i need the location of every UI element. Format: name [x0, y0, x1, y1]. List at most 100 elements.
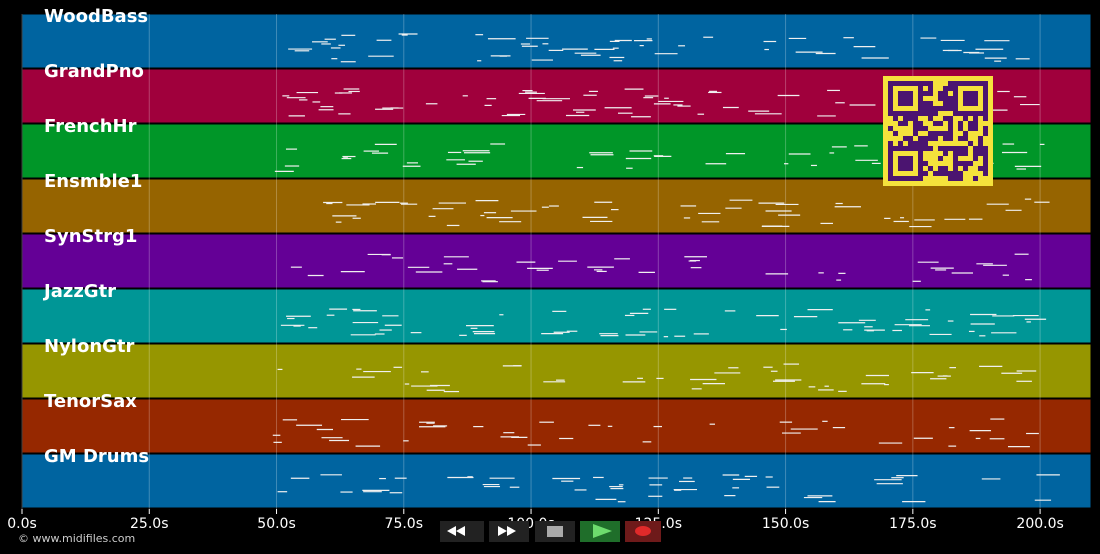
qr-cell — [953, 146, 958, 151]
qr-cell — [908, 111, 913, 116]
qr-cell — [903, 136, 908, 141]
qr-cell — [898, 96, 903, 101]
qr-cell — [908, 101, 913, 106]
qr-cell — [918, 136, 923, 141]
qr-cell — [903, 121, 908, 126]
qr-cell — [938, 156, 943, 161]
qr-cell — [983, 116, 988, 121]
rewind-button[interactable] — [440, 521, 484, 542]
qr-cell — [918, 111, 923, 116]
qr-cell — [913, 141, 918, 146]
qr-cell — [903, 91, 908, 96]
qr-cell — [963, 151, 968, 156]
qr-cell — [983, 111, 988, 116]
qr-cell — [983, 101, 988, 106]
qr-cell — [908, 176, 913, 181]
qr-cell — [893, 131, 898, 136]
qr-cell — [953, 151, 958, 156]
qr-cell — [888, 96, 893, 101]
qr-cell — [903, 116, 908, 121]
qr-cell — [903, 81, 908, 86]
qr-cell — [923, 126, 928, 131]
play-button[interactable] — [580, 521, 620, 542]
stop-button[interactable] — [535, 521, 575, 542]
qr-cell — [968, 161, 973, 166]
qr-cell — [938, 106, 943, 111]
qr-cell — [978, 146, 983, 151]
qr-cell — [948, 116, 953, 121]
forward-button[interactable] — [489, 521, 529, 542]
qr-cell — [963, 161, 968, 166]
qr-cell — [918, 101, 923, 106]
qr-cell — [928, 86, 933, 91]
qr-cell — [948, 86, 953, 91]
qr-cell — [973, 101, 978, 106]
record-button[interactable] — [625, 521, 661, 542]
track-name: TenorSax — [44, 391, 137, 412]
qr-cell — [948, 171, 953, 176]
qr-cell — [908, 146, 913, 151]
qr-cell — [923, 161, 928, 166]
qr-cell — [918, 156, 923, 161]
qr-cell — [958, 81, 963, 86]
qr-cell — [903, 101, 908, 106]
qr-cell — [938, 146, 943, 151]
qr-cell — [973, 111, 978, 116]
qr-cell — [943, 86, 948, 91]
qr-cell — [958, 176, 963, 181]
qr-cell — [923, 111, 928, 116]
track-name: JazzGtr — [42, 281, 116, 302]
qr-cell — [943, 151, 948, 156]
qr-cell — [888, 141, 893, 146]
qr-cell — [898, 166, 903, 171]
qr-cell — [943, 91, 948, 96]
qr-cell — [893, 81, 898, 86]
qr-cell — [953, 166, 958, 171]
qr-cell — [908, 116, 913, 121]
track-lane — [21, 398, 1092, 454]
qr-cell — [928, 116, 933, 121]
qr-cell — [973, 96, 978, 101]
qr-cell — [973, 126, 978, 131]
qr-cell — [928, 146, 933, 151]
qr-cell — [928, 136, 933, 141]
qr-cell — [968, 121, 973, 126]
qr-cell — [898, 141, 903, 146]
qr-cell — [888, 171, 893, 176]
qr-cell — [933, 131, 938, 136]
qr-cell — [983, 131, 988, 136]
qr-cell — [888, 86, 893, 91]
qr-cell — [908, 166, 913, 171]
qr-cell — [958, 111, 963, 116]
qr-cell — [923, 146, 928, 151]
track-name: SynStrg1 — [44, 226, 137, 247]
qr-cell — [903, 146, 908, 151]
qr-cell — [943, 131, 948, 136]
transport-controls — [440, 521, 661, 542]
qr-cell — [913, 111, 918, 116]
qr-cell — [888, 146, 893, 151]
qr-cell — [953, 111, 958, 116]
qr-cell — [963, 91, 968, 96]
track-names: WoodBass GrandPno FrenchHr Ensmble1 SynStrg1… — [42, 6, 149, 467]
qr-cell — [953, 81, 958, 86]
qr-cell — [953, 106, 958, 111]
qr-cell — [898, 156, 903, 161]
qr-cell — [953, 176, 958, 181]
qr-cell — [978, 136, 983, 141]
qr-cell — [893, 116, 898, 121]
qr-cell — [908, 91, 913, 96]
qr-cell — [958, 146, 963, 151]
qr-cell — [968, 126, 973, 131]
qr-cell — [983, 161, 988, 166]
qr-cell — [923, 81, 928, 86]
qr-cell — [893, 111, 898, 116]
track-name: NylonGtr — [44, 336, 135, 357]
qr-cell — [888, 156, 893, 161]
qr-cell — [888, 106, 893, 111]
qr-cell — [908, 161, 913, 166]
qr-cell — [968, 101, 973, 106]
qr-cell — [983, 166, 988, 171]
qr-cell — [978, 141, 983, 146]
tick-label: 50.0s — [257, 516, 295, 532]
